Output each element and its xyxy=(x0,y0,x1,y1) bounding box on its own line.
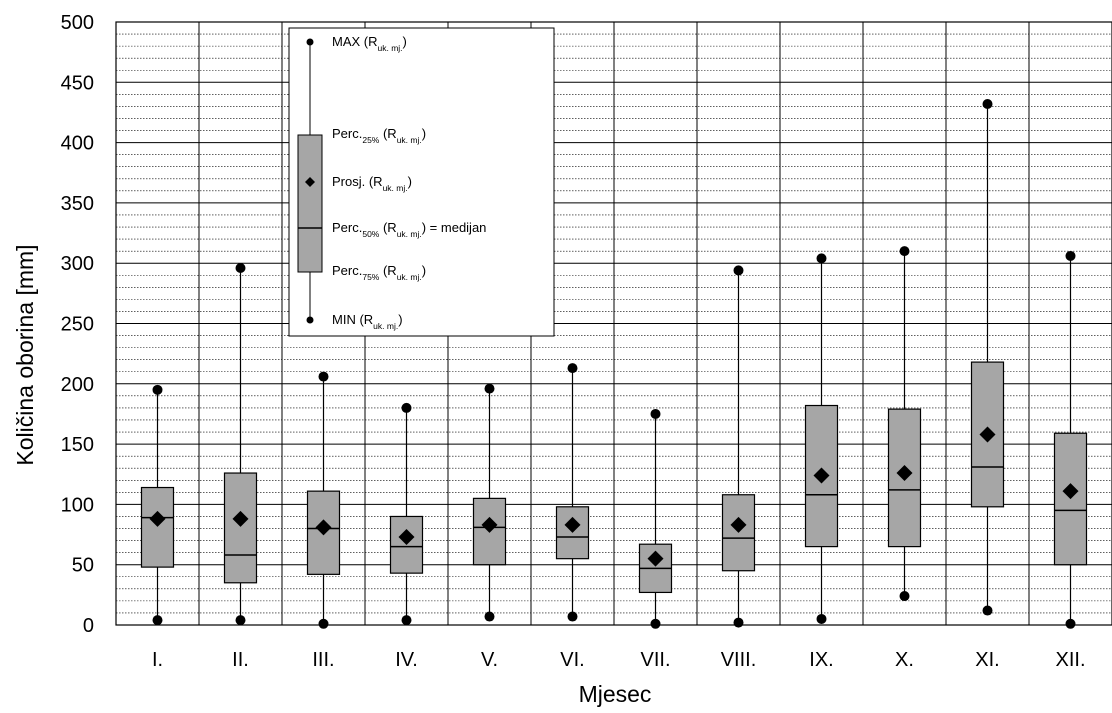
legend-item-label: MIN (Ruk. mj.) xyxy=(332,312,403,331)
max-dot xyxy=(235,263,246,274)
y-tick-label: 0 xyxy=(83,615,94,637)
iqr-box xyxy=(140,486,175,568)
box-VIII xyxy=(721,265,756,628)
x-tick-label: VIII. xyxy=(721,649,757,671)
max-dot xyxy=(318,371,329,382)
legend-item-label: Perc.75% (Ruk. mj.) xyxy=(332,263,426,282)
y-tick-label: 500 xyxy=(61,12,94,34)
y-tick-label: 150 xyxy=(61,434,94,456)
min-dot xyxy=(484,611,495,622)
mean-diamond xyxy=(896,465,913,482)
max-dot xyxy=(567,363,578,374)
y-tick-label: 350 xyxy=(61,193,94,215)
x-tick-label: IX. xyxy=(809,649,833,671)
max-dot xyxy=(816,253,827,264)
box-V xyxy=(472,383,507,622)
box-III xyxy=(306,371,341,629)
box-II xyxy=(223,263,258,626)
min-dot xyxy=(235,615,246,626)
box-series xyxy=(140,99,1088,629)
max-dot xyxy=(982,99,993,110)
x-tick-label: I. xyxy=(152,649,163,671)
box-IV xyxy=(389,402,424,626)
y-tick-label: 400 xyxy=(61,133,94,155)
x-tick-label: XII. xyxy=(1055,649,1085,671)
y-tick-label: 100 xyxy=(61,494,94,516)
min-dot xyxy=(567,611,578,622)
x-tick-label: V. xyxy=(481,649,498,671)
max-dot xyxy=(733,265,744,276)
legend-frame xyxy=(288,27,555,337)
mean-diamond xyxy=(315,519,332,536)
max-dot xyxy=(401,402,412,413)
min-dot xyxy=(152,615,163,626)
iqr-box xyxy=(223,472,258,584)
legend: MAX (Ruk. mj.) Perc.25% (Ruk. mj.) Prosj. … xyxy=(288,27,555,337)
plot-frame xyxy=(115,21,1112,626)
x-tick-label: III. xyxy=(312,649,334,671)
box-XI xyxy=(970,99,1005,616)
legend-min-dot xyxy=(306,316,314,324)
legend-item-label: MAX (Ruk. mj.) xyxy=(332,34,407,53)
mean-diamond xyxy=(398,528,415,545)
min-dot xyxy=(899,591,910,602)
y-axis-ticks: 0 50 100 150 200 250 300 350 400 450 500 xyxy=(61,12,94,637)
mean-diamond xyxy=(647,550,664,567)
mean-diamond xyxy=(481,516,498,533)
min-dot xyxy=(733,617,744,628)
iqr-box xyxy=(804,404,839,548)
y-tick-label: 250 xyxy=(61,314,94,336)
x-tick-label: VI. xyxy=(560,649,584,671)
y-tick-label: 450 xyxy=(61,72,94,94)
max-dot xyxy=(650,408,661,419)
x-axis-label: Mjesec xyxy=(579,681,652,707)
max-dot xyxy=(1065,250,1076,261)
box-X xyxy=(887,246,922,602)
legend-box xyxy=(297,134,323,273)
box-I xyxy=(140,384,175,626)
min-dot xyxy=(1065,618,1076,629)
x-tick-label: X. xyxy=(895,649,914,671)
mean-diamond xyxy=(232,510,249,527)
min-dot xyxy=(401,615,412,626)
box-XII xyxy=(1053,250,1088,629)
min-dot xyxy=(650,618,661,629)
mean-diamond xyxy=(149,510,166,527)
box-IX xyxy=(804,253,839,624)
legend-item-label: Perc.50% (Ruk. mj.) = medijan xyxy=(332,220,486,239)
y-tick-label: 50 xyxy=(72,555,94,577)
legend-max-dot xyxy=(306,38,314,46)
mean-diamond xyxy=(813,467,830,484)
min-dot xyxy=(816,613,827,624)
y-tick-label: 300 xyxy=(61,253,94,275)
legend-mean-diamond xyxy=(305,177,315,187)
max-dot xyxy=(899,246,910,257)
legend-item-label: Prosj. (Ruk. mj.) xyxy=(332,174,412,193)
box-VII xyxy=(638,408,673,629)
mean-diamond xyxy=(564,516,581,533)
mean-diamond xyxy=(730,516,747,533)
x-tick-label: XI. xyxy=(975,649,999,671)
legend-item-label: Perc.25% (Ruk. mj.) xyxy=(332,126,426,145)
y-axis-label: Količina oborina [mm] xyxy=(12,244,38,465)
min-dot xyxy=(318,618,329,629)
iqr-box xyxy=(1053,432,1088,566)
x-tick-label: IV. xyxy=(395,649,418,671)
box-VI xyxy=(555,363,590,622)
max-dot xyxy=(152,384,163,395)
mean-diamond xyxy=(979,426,996,443)
max-dot xyxy=(484,383,495,394)
min-dot xyxy=(982,605,993,616)
x-tick-label: II. xyxy=(232,649,249,671)
mean-diamond xyxy=(1062,483,1079,500)
x-axis-ticks: I. II. III. IV. V. VI. VII. VIII. IX. X. XI. XII. xyxy=(152,649,1086,671)
y-tick-label: 200 xyxy=(61,374,94,396)
x-tick-label: VII. xyxy=(640,649,670,671)
